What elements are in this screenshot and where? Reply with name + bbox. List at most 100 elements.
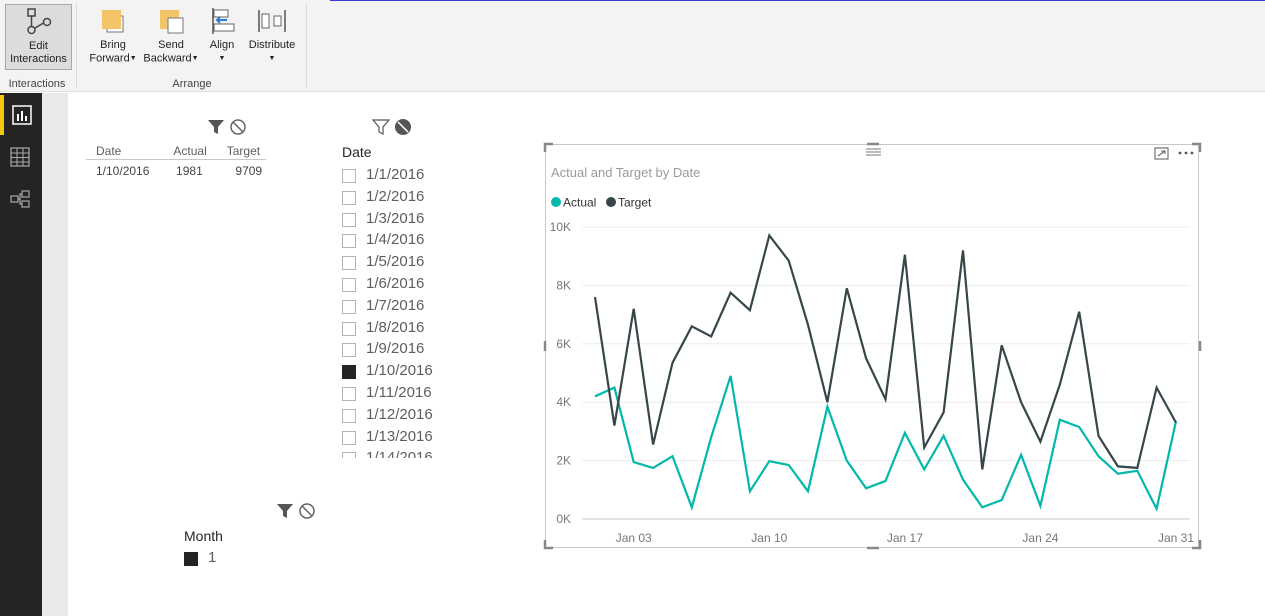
table-header-row: Date Actual Target (86, 144, 267, 160)
distribute-icon (258, 10, 286, 32)
no-impact-icon[interactable] (229, 118, 247, 136)
interactions-group-label: Interactions (8, 78, 66, 90)
report-page (68, 93, 1265, 616)
table-header-target[interactable]: Target (212, 144, 267, 160)
checkbox[interactable] (342, 190, 356, 205)
ribbon-separator (76, 4, 77, 88)
edit-interactions-label-2: Interactions (10, 53, 67, 65)
send-backward-icon (160, 10, 184, 34)
bring-forward-icon (102, 10, 124, 33)
checkbox[interactable] (342, 299, 356, 314)
edit-interactions-icon (26, 8, 51, 35)
resize-handle-top-left (543, 142, 553, 152)
focus-mode-icon[interactable] (1154, 147, 1169, 160)
chevron-down-icon: ▼ (218, 55, 226, 62)
checkbox[interactable] (342, 321, 356, 336)
resize-handle-bottom-right (1192, 540, 1202, 550)
distribute-button[interactable]: Distribute ▼ (244, 4, 300, 65)
bar-chart-icon (12, 105, 32, 125)
filter-icon[interactable] (207, 119, 225, 135)
bring-forward-label-2: Forward (89, 52, 130, 65)
more-options-icon[interactable] (1178, 151, 1194, 155)
checkbox[interactable] (342, 278, 356, 292)
checkbox[interactable] (342, 452, 356, 458)
date-slicer-title: Date (342, 144, 372, 160)
drag-grip-icon[interactable] (866, 148, 881, 156)
date-slicer-item-label: 1/7/2016 (366, 296, 425, 314)
table-visual: Date Actual Target 1/10/2016 1981 9709 (86, 144, 267, 178)
checkbox[interactable] (342, 212, 356, 227)
month-slicer-header-icons (276, 502, 316, 520)
checkbox[interactable] (342, 387, 356, 401)
checkbox[interactable] (342, 169, 356, 183)
align-icon (212, 8, 235, 34)
y-tick-label: 0K (556, 512, 571, 526)
table-row[interactable]: 1/10/2016 1981 9709 (86, 160, 266, 178)
selection-handles[interactable] (543, 142, 1202, 550)
series-line-target (593, 233, 1177, 470)
distribute-label: Distribute (248, 39, 296, 51)
left-nav-bar (0, 93, 42, 616)
checkbox[interactable] (342, 343, 356, 358)
table-cell-date: 1/10/2016 (96, 164, 150, 178)
legend-label-target: Target (618, 196, 652, 210)
table-header-date[interactable]: Date (86, 144, 156, 160)
date-slicer-item-label: 1/4/2016 (366, 231, 425, 249)
month-slicer: Month 1 (184, 528, 304, 578)
date-slicer-item-label: 1/5/2016 (366, 253, 425, 271)
relationships-view-button[interactable] (0, 179, 42, 219)
date-slicer: Date 1/1/2016 1/2/2016 1/3/2016 1/4/2016 1/5… (342, 144, 452, 458)
table-cell-actual: 1981 (176, 164, 203, 178)
no-impact-filled-icon[interactable] (394, 118, 412, 136)
checkbox[interactable] (342, 256, 356, 271)
date-slicer-header-icons (372, 118, 412, 136)
ribbon: Edit Interactions Interactions Bring For… (0, 0, 1265, 92)
table-header-actual[interactable]: Actual (155, 144, 213, 160)
date-slicer-item-label: 1/2/2016 (366, 187, 425, 205)
filter-icon[interactable] (276, 503, 294, 519)
report-view-button[interactable] (0, 95, 42, 135)
date-slicer-item-label: 1/13/2016 (366, 427, 433, 445)
date-slicer-list: 1/1/2016 1/2/2016 1/3/2016 1/4/2016 1/5/2016… (342, 165, 452, 458)
date-slicer-item-label: 1/9/2016 (366, 340, 425, 358)
y-tick-label: 2K (556, 454, 571, 468)
chevron-down-icon: ▼ (129, 55, 137, 62)
line-chart: Actual and Target by Date Actual Target … (543, 142, 1202, 550)
edit-interactions-label-1: Edit (29, 40, 48, 52)
data-view-button[interactable] (0, 137, 42, 177)
checkbox-checked[interactable] (184, 552, 198, 566)
filter-outline-icon[interactable] (372, 119, 390, 135)
checkbox[interactable] (342, 408, 356, 423)
edit-interactions-button[interactable]: Edit Interactions (5, 4, 72, 70)
send-backward-button[interactable]: Send Backward▼ (142, 4, 200, 65)
legend-marker-actual (551, 197, 561, 207)
date-slicer-item-label: 1/8/2016 (366, 318, 425, 336)
checkbox-checked[interactable] (342, 365, 356, 380)
y-tick-label: 8K (556, 278, 571, 292)
date-slicer-item-label: 1/1/2016 (366, 166, 425, 183)
chart-legend: Actual Target (551, 196, 652, 210)
checkbox[interactable] (342, 234, 356, 249)
date-slicer-item-label: 1/14/2016 (366, 449, 433, 458)
legend-label-actual: Actual (563, 196, 596, 210)
chart-plot-area: 0K 2K 4K 6K 8K 10K Jan 03 Jan 10 Jan 17 Jan 24 Jan… (550, 220, 1195, 545)
date-slicer-item-label: 1/10/2016 (366, 362, 433, 380)
data-table: Date Actual Target 1/10/2016 1981 9709 (86, 144, 267, 178)
chart-title: Actual and Target by Date (551, 165, 700, 180)
date-slicer-item-label: 1/11/2016 (366, 384, 432, 401)
interactions-group: Edit Interactions Interactions (0, 0, 74, 92)
bring-forward-button[interactable]: Bring Forward▼ (88, 4, 138, 65)
arrange-group: Bring Forward▼ Send Backward▼ Align ▼ (78, 0, 306, 92)
month-slicer-title: Month (184, 528, 223, 544)
checkbox[interactable] (342, 430, 356, 445)
series-line-actual (594, 375, 1178, 513)
align-button[interactable]: Align ▼ (206, 4, 238, 65)
legend-marker-target (606, 197, 616, 207)
y-tick-label: 4K (556, 395, 571, 409)
month-slicer-item-label: 1 (208, 549, 217, 566)
resize-handle-bottom-left (543, 540, 553, 550)
x-tick-label: Jan 10 (751, 531, 787, 545)
no-impact-icon[interactable] (298, 502, 316, 520)
y-tick-label: 10K (550, 220, 571, 234)
relationships-icon (10, 190, 30, 208)
